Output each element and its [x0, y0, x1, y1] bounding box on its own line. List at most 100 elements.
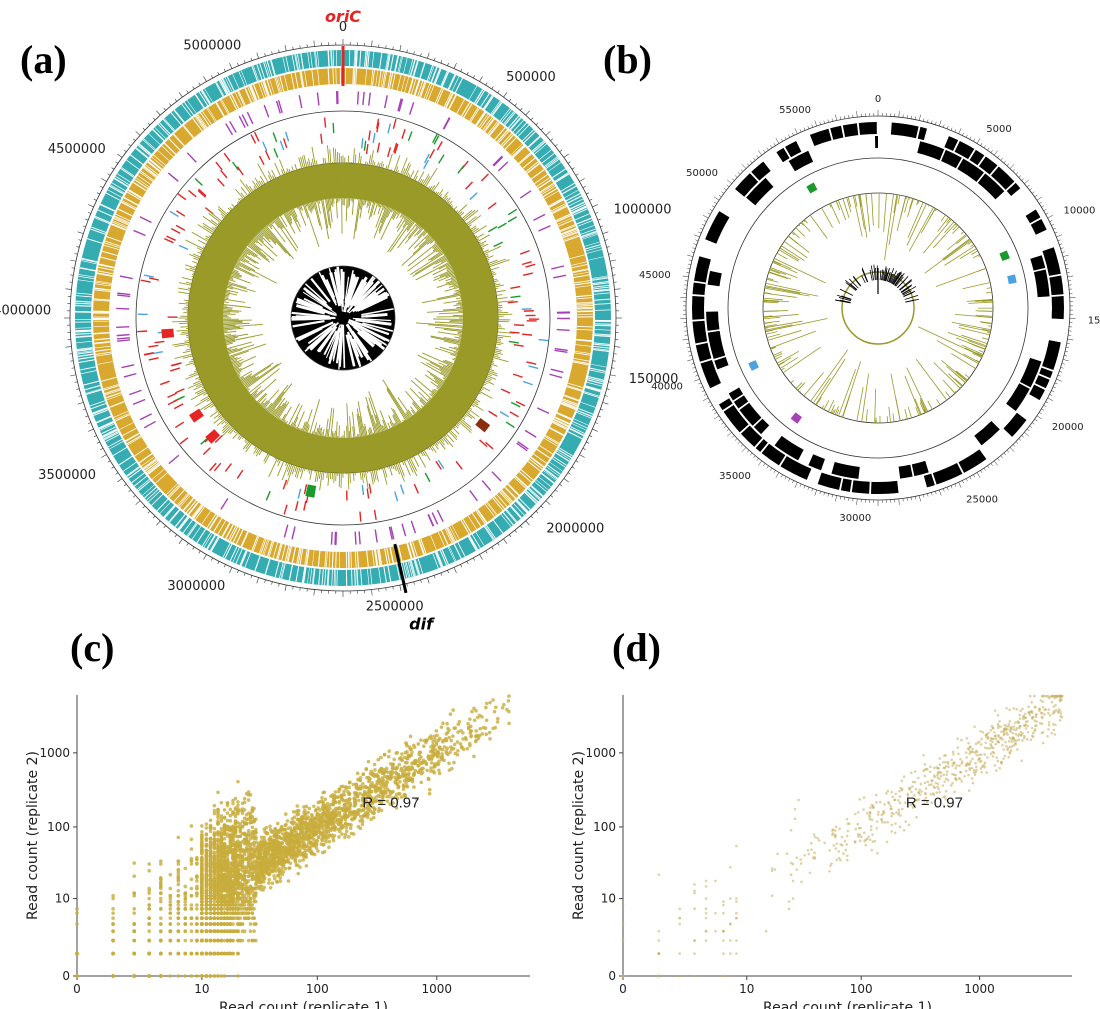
gc-spike	[773, 351, 782, 356]
gc-spike-out	[370, 470, 374, 485]
gc-spike-in	[456, 302, 467, 305]
cds-gap	[593, 342, 610, 345]
cds-gap	[198, 91, 209, 106]
minor-tick	[898, 111, 900, 118]
minor-tick	[766, 465, 769, 469]
gc-spike-in	[431, 393, 438, 399]
scatter-point	[254, 891, 258, 895]
cds-gap	[487, 501, 498, 515]
gc-spike	[763, 301, 779, 304]
cds-gap	[262, 539, 269, 555]
gc-spike-in	[273, 400, 288, 421]
gc-spike-in	[412, 234, 435, 255]
gc-spike-out	[285, 171, 288, 174]
cds-gap	[121, 167, 135, 177]
gc-skew-spike	[905, 298, 919, 303]
insertion-mark	[432, 133, 438, 143]
cds-gap	[95, 353, 112, 357]
minor-tick	[65, 288, 72, 290]
minor-tick	[718, 194, 722, 198]
gc-spike-out	[496, 294, 503, 296]
gc-spike-out	[253, 447, 258, 454]
gc-skew-gap	[350, 279, 372, 307]
cds-gap	[321, 569, 324, 586]
gc-spike-out	[241, 436, 245, 439]
gc-spike-in	[430, 336, 465, 345]
gc-spike-out	[416, 454, 418, 456]
cds-gap	[75, 330, 92, 333]
gc-spike-in	[442, 360, 458, 368]
cds-gap	[135, 147, 149, 159]
gc-spike-out	[485, 378, 491, 382]
cds-gap	[364, 69, 368, 86]
gc-spike-in	[223, 348, 232, 352]
gc-spike-in	[444, 285, 464, 292]
scatter-point	[379, 808, 384, 813]
minor-tick	[87, 204, 94, 208]
cds-block	[969, 149, 985, 166]
minor-tick	[592, 428, 599, 432]
cds-gap	[511, 145, 524, 157]
cds-gap	[138, 452, 153, 463]
gc-spike	[980, 321, 992, 325]
gc-spike-in	[426, 370, 449, 385]
cds-gap	[96, 416, 112, 424]
gc-spike	[763, 315, 773, 318]
minor-tick	[962, 132, 964, 136]
gc-spike-in	[457, 346, 464, 349]
gc-spike-in	[364, 196, 367, 206]
gc-spike-in	[426, 401, 431, 406]
minor-tick	[954, 129, 957, 133]
gc-spike-in	[456, 289, 464, 293]
minor-tick	[198, 550, 201, 554]
tick-label: 55000	[779, 105, 811, 116]
insertion-mark	[154, 340, 165, 344]
cds-gap	[135, 177, 150, 188]
gc-spike-in	[221, 333, 263, 344]
minor-tick	[687, 351, 692, 353]
cds-gap	[203, 533, 213, 548]
trna-mark	[229, 120, 237, 133]
cds-gap	[406, 542, 412, 559]
gc-spike-out	[205, 237, 210, 241]
cds-gap	[192, 118, 203, 132]
gc-spike-in	[434, 347, 462, 357]
minor-tick	[693, 378, 700, 382]
cds-gap	[402, 562, 408, 579]
cds-gap	[96, 416, 112, 424]
gc-spike-out	[385, 165, 388, 170]
cds-gap	[199, 112, 210, 127]
cds-gap	[167, 484, 180, 497]
cds-gap	[552, 206, 567, 215]
gc-spike-in	[422, 352, 457, 369]
gc-spike-in	[299, 201, 304, 211]
minor-tick	[1026, 428, 1030, 432]
trna-mark	[554, 349, 568, 353]
gc-skew-spike	[901, 287, 909, 293]
trna-mark	[132, 398, 146, 406]
gc-spike	[948, 373, 963, 387]
scatter-point	[222, 836, 227, 841]
gc-spike-out	[185, 348, 192, 351]
cds-gap	[118, 455, 133, 466]
scatter-point	[219, 974, 224, 978]
cds-block	[830, 125, 844, 140]
cds-gap	[559, 224, 576, 232]
cds-gap	[590, 363, 607, 368]
gc-spike	[942, 379, 956, 394]
minor-tick	[614, 346, 621, 348]
cds-gap	[469, 107, 479, 122]
cds-gap	[504, 137, 517, 150]
gc-spike-out	[221, 216, 225, 220]
cds-gap	[469, 535, 478, 551]
minor-tick	[93, 435, 97, 438]
cds-gap	[504, 112, 516, 126]
gc-spike-out	[447, 200, 451, 204]
cds-gap	[287, 546, 292, 562]
gc-spike-out	[371, 470, 376, 483]
minor-tick	[950, 485, 953, 489]
cds-gap	[225, 524, 234, 540]
minor-tick	[1061, 363, 1065, 365]
gc-spike-in	[397, 219, 420, 249]
gc-spike-in	[220, 333, 225, 336]
